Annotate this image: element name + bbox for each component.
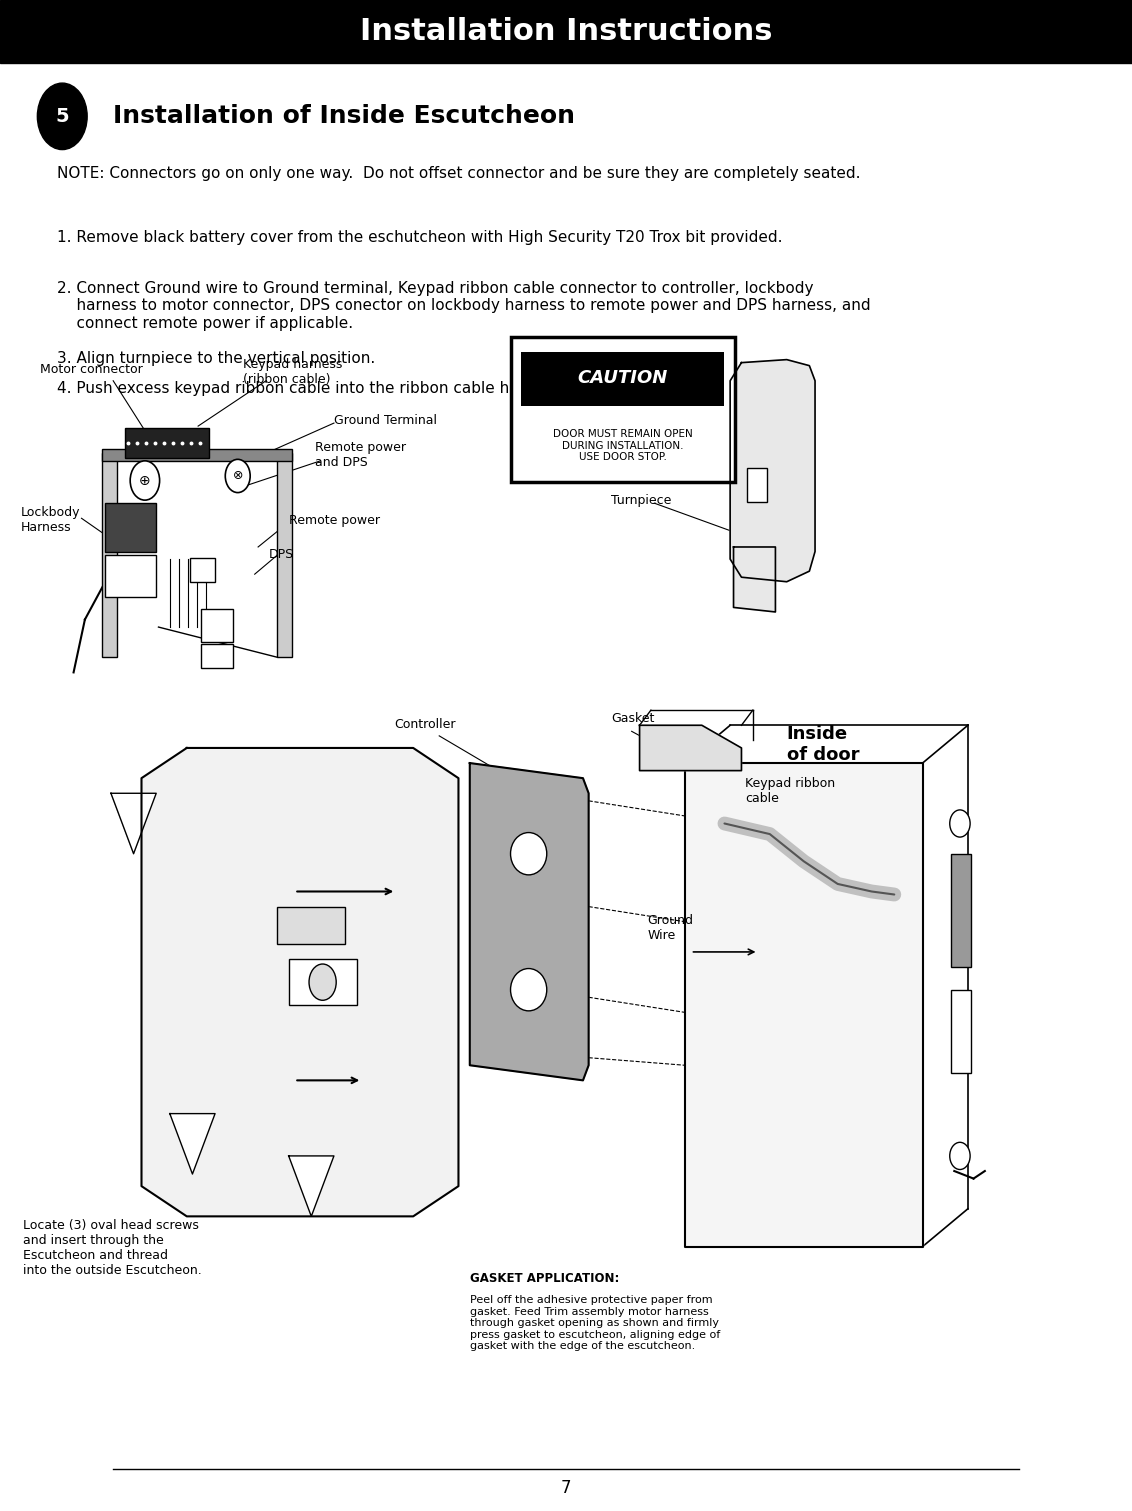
Polygon shape	[142, 748, 458, 1216]
Bar	[201, 644, 233, 668]
Polygon shape	[289, 1156, 334, 1216]
Text: 3. Align turnpiece to the vertical position.: 3. Align turnpiece to the vertical posit…	[57, 351, 375, 366]
Text: Lockbody
Harness: Lockbody Harness	[20, 506, 80, 535]
Bar	[277, 907, 345, 944]
Text: DOOR MUST REMAIN OPEN
DURING INSTALLATION.
USE DOOR STOP.: DOOR MUST REMAIN OPEN DURING INSTALLATIO…	[552, 429, 693, 462]
Ellipse shape	[511, 969, 547, 1011]
Bar	[105, 503, 156, 552]
Text: DPS: DPS	[268, 548, 293, 562]
Circle shape	[225, 459, 250, 493]
FancyBboxPatch shape	[511, 337, 735, 482]
Bar	[521, 352, 724, 406]
Bar	[747, 468, 767, 502]
Polygon shape	[730, 360, 815, 582]
Text: 4. Push excess keypad ribbon cable into the ribbon cable hole.: 4. Push excess keypad ribbon cable into …	[57, 381, 537, 396]
Circle shape	[950, 810, 970, 837]
Text: Turnpiece: Turnpiece	[611, 494, 671, 508]
Text: Motor connector: Motor connector	[40, 363, 143, 376]
Bar	[201, 609, 233, 642]
Polygon shape	[640, 725, 741, 771]
Text: 1. Remove black battery cover from the eschutcheon with High Security T20 Trox b: 1. Remove black battery cover from the e…	[57, 230, 782, 245]
Polygon shape	[685, 763, 923, 1247]
Bar	[951, 990, 971, 1073]
Bar	[190, 558, 215, 582]
Text: ⊗: ⊗	[232, 470, 243, 482]
Text: 5: 5	[55, 107, 69, 125]
Text: NOTE: Connectors go on only one way.  Do not offset connector and be sure they a: NOTE: Connectors go on only one way. Do …	[57, 166, 860, 181]
Text: 2. Connect Ground wire to Ground terminal, Keypad ribbon cable connector to cont: 2. Connect Ground wire to Ground termina…	[57, 281, 871, 331]
Text: Gasket: Gasket	[611, 712, 654, 725]
Bar	[102, 453, 117, 657]
Text: Ground Terminal: Ground Terminal	[334, 414, 437, 428]
Text: Inside
of door: Inside of door	[787, 725, 859, 765]
Circle shape	[309, 964, 336, 1000]
Text: Remote power
and DPS: Remote power and DPS	[315, 441, 405, 470]
Text: Peel off the adhesive protective paper from
gasket. Feed Trim assembly motor har: Peel off the adhesive protective paper f…	[470, 1295, 720, 1351]
Text: 7: 7	[560, 1479, 572, 1497]
Text: Ground
Wire: Ground Wire	[648, 914, 694, 943]
Bar	[0, 0, 1132, 63]
Text: Installation Instructions: Installation Instructions	[360, 17, 772, 47]
Polygon shape	[470, 763, 589, 1080]
Circle shape	[130, 461, 160, 500]
Circle shape	[37, 83, 87, 150]
Text: Controller: Controller	[394, 718, 455, 731]
Text: Keypad harness
(ribbon cable): Keypad harness (ribbon cable)	[243, 358, 343, 387]
Bar	[105, 555, 156, 597]
Text: GASKET APPLICATION:: GASKET APPLICATION:	[470, 1272, 619, 1286]
Polygon shape	[734, 547, 775, 612]
Bar	[289, 959, 357, 1005]
Bar	[951, 854, 971, 967]
Bar	[125, 428, 209, 458]
Polygon shape	[170, 1114, 215, 1174]
Text: Remote power: Remote power	[289, 514, 379, 527]
Text: Keypad ribbon
cable: Keypad ribbon cable	[745, 777, 835, 805]
Polygon shape	[111, 793, 156, 854]
Text: Installation of Inside Escutcheon: Installation of Inside Escutcheon	[113, 104, 575, 128]
Bar	[102, 449, 292, 461]
Ellipse shape	[511, 833, 547, 875]
Text: Locate (3) oval head screws
and insert through the
Escutcheon and thread
into th: Locate (3) oval head screws and insert t…	[23, 1219, 201, 1277]
Bar	[277, 453, 292, 657]
Circle shape	[950, 1142, 970, 1170]
Text: ⊕: ⊕	[139, 473, 151, 488]
Text: CAUTION: CAUTION	[577, 369, 668, 387]
